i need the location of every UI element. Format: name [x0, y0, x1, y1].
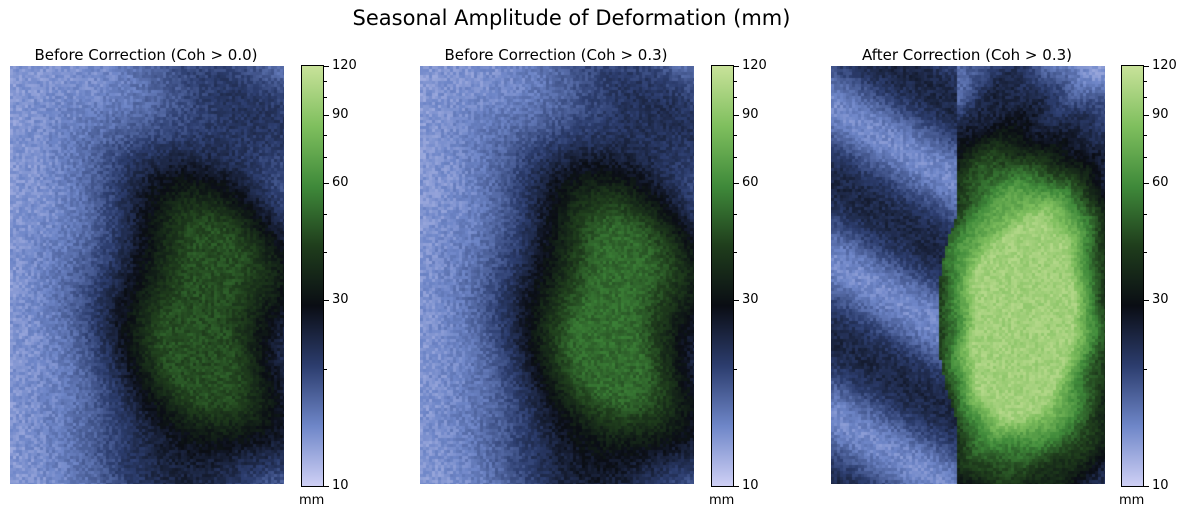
colorbar-tick-label: 120 [1152, 58, 1177, 73]
colorbar-minor-tick [324, 96, 327, 98]
colorbar-minor-tick [324, 157, 327, 159]
heatmap-canvas-3 [831, 66, 1105, 484]
heatmap-panel-3 [831, 66, 1105, 484]
colorbar-minor-tick [324, 368, 327, 370]
colorbar-tick [734, 486, 739, 487]
colorbar-minor-tick [1144, 96, 1147, 98]
colorbar-tick-label: 60 [332, 175, 349, 191]
colorbar-minor-tick [1144, 368, 1147, 370]
colorbar-minor-tick [324, 80, 327, 82]
colorbar-tick-label: 120 [332, 58, 357, 73]
colorbar-1 [301, 65, 324, 487]
colorbar-tick [734, 66, 739, 67]
colorbar-unit-2: mm [709, 493, 735, 508]
colorbar-tick-label: 10 [1152, 478, 1169, 493]
colorbar-minor-tick [734, 96, 737, 98]
colorbar-tick-label: 90 [1152, 106, 1169, 122]
colorbar-tick-label: 10 [332, 478, 349, 493]
colorbar-tick-label: 30 [1152, 292, 1169, 308]
panel-title-3: After Correction (Coh > 0.3) [862, 46, 1072, 64]
colorbar-minor-tick [324, 134, 327, 136]
colorbar-tick [324, 300, 329, 302]
panel-title-2: Before Correction (Coh > 0.3) [444, 46, 668, 64]
colorbar-tick [734, 300, 739, 302]
colorbar-minor-tick [734, 134, 737, 136]
colorbar-tick-label: 90 [742, 106, 759, 122]
colorbar-tick-label: 30 [332, 292, 349, 308]
heatmap-panel-2 [420, 66, 694, 484]
colorbar-minor-tick [1144, 134, 1147, 136]
colorbar-tick [1144, 183, 1149, 185]
colorbar-minor-tick [734, 368, 737, 370]
colorbar-minor-tick [1144, 251, 1147, 253]
colorbar-tick-label: 120 [742, 58, 767, 73]
figure-title: Seasonal Amplitude of Deformation (mm) [352, 6, 791, 30]
colorbar-unit-1: mm [299, 493, 325, 508]
colorbar-tick-label: 60 [1152, 175, 1169, 191]
colorbar-minor-tick [734, 80, 737, 82]
colorbar-tick [1144, 114, 1149, 116]
colorbar-minor-tick [734, 251, 737, 253]
colorbar-minor-tick [324, 213, 327, 215]
colorbar-tick [1144, 486, 1149, 487]
colorbar-tick [324, 183, 329, 185]
heatmap-canvas-2 [420, 66, 694, 484]
colorbar-tick-label: 90 [332, 106, 349, 122]
colorbar-tick-label: 30 [742, 292, 759, 308]
colorbar-tick [734, 114, 739, 116]
colorbar-tick [324, 114, 329, 116]
colorbar-tick [324, 486, 329, 487]
colorbar-tick-label: 60 [742, 175, 759, 191]
colorbar-tick [734, 183, 739, 185]
colorbar-tick [1144, 300, 1149, 302]
colorbar-tick [324, 66, 329, 67]
colorbar-minor-tick [1144, 157, 1147, 159]
colorbar-unit-3: mm [1119, 493, 1145, 508]
heatmap-canvas-1 [10, 66, 284, 484]
colorbar-minor-tick [734, 157, 737, 159]
heatmap-panel-1 [10, 66, 284, 484]
colorbar-minor-tick [1144, 80, 1147, 82]
colorbar-minor-tick [734, 213, 737, 215]
colorbar-3 [1121, 65, 1144, 487]
colorbar-tick-label: 10 [742, 478, 759, 493]
panel-title-1: Before Correction (Coh > 0.0) [34, 46, 258, 64]
colorbar-minor-tick [1144, 213, 1147, 215]
colorbar-2 [711, 65, 734, 487]
colorbar-tick [1144, 66, 1149, 67]
colorbar-minor-tick [324, 251, 327, 253]
